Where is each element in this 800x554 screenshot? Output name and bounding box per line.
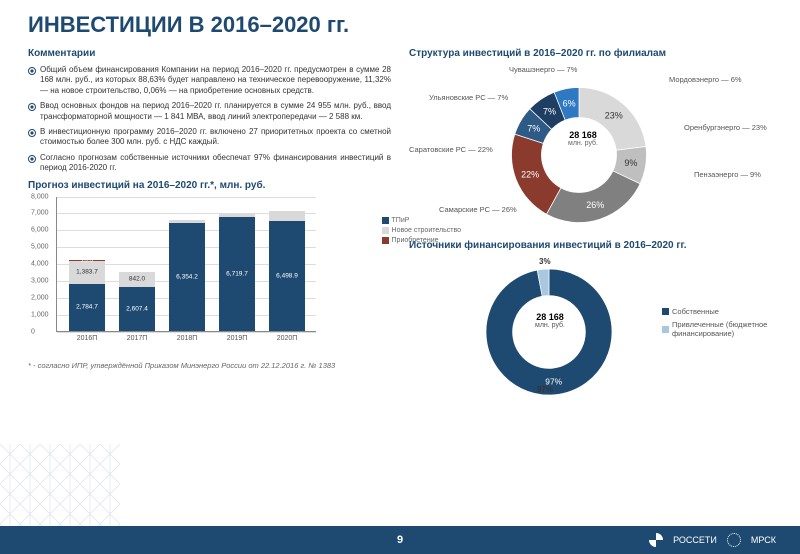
rosseti-icon [649, 533, 663, 547]
donut-label: Оренбургэнерго — 23% [684, 123, 767, 132]
donut-label: Самарские РС — 26% [439, 205, 517, 214]
donut2-label-bottom: 97% [537, 385, 553, 394]
donut-label: Ульяновские РС — 7% [429, 93, 508, 102]
mrsk-label: МРСК [751, 535, 776, 545]
forecast-bar-chart: 01,0002,0003,0004,0005,0006,0007,0008,00… [28, 197, 391, 357]
donut-label: Чувашэнерго — 7% [509, 65, 577, 74]
comment-item: В инвестиционную программу 2016–2020 гг.… [28, 127, 391, 148]
svg-text:7%: 7% [543, 107, 556, 117]
comment-item: Согласно прогнозам собственные источники… [28, 153, 391, 174]
footnote: * - согласно ИПР, утверждённой Приказом … [28, 361, 391, 370]
svg-text:26%: 26% [586, 200, 604, 210]
comment-item: Общий объем финансирования Компании на п… [28, 65, 391, 96]
structure-heading: Структура инвестиций в 2016–2020 гг. по … [409, 48, 772, 59]
footer-logos: РОССЕТИ МРСК [649, 533, 776, 547]
donut2-label-top: 3% [539, 257, 551, 266]
mrsk-icon [727, 533, 741, 547]
comments-list: Общий объем финансирования Компании на п… [28, 65, 391, 174]
svg-text:22%: 22% [521, 169, 539, 179]
donut2-center: 28 168 млн. руб. [515, 312, 585, 329]
page-title: ИНВЕСТИЦИИ В 2016–2020 гг. [28, 12, 772, 38]
svg-text:9%: 9% [624, 158, 637, 168]
donut-label: Саратовские РС — 22% [409, 145, 493, 154]
page-number: 9 [397, 534, 403, 546]
sources-legend: СобственныеПривлеченные (бюджетное финан… [662, 307, 772, 342]
sources-donut: 97% 28 168 млн. руб. 3% 97% СобственныеП… [409, 257, 772, 417]
footer-bar: 9 РОССЕТИ МРСК [0, 526, 800, 554]
donut1-center: 28 168 млн. руб. [548, 130, 618, 147]
comments-heading: Комментарии [28, 48, 391, 59]
donut-label: Мордовэнерго — 6% [669, 75, 742, 84]
svg-text:23%: 23% [605, 111, 623, 121]
svg-text:6%: 6% [563, 98, 576, 108]
svg-text:7%: 7% [527, 123, 540, 133]
structure-donut: 23% 9% 26% 22% 7%7% 6% 28 168 млн. руб. Чуваш… [409, 65, 772, 240]
sources-heading: Источники финансирования инвестиций в 20… [409, 240, 772, 251]
comment-item: Ввод основных фондов на период 2016–2020… [28, 101, 391, 122]
rosseti-label: РОССЕТИ [673, 535, 717, 545]
donut-label: Пензаэнерго — 9% [694, 170, 761, 179]
forecast-heading: Прогноз инвестиций на 2016–2020 гг.*, мл… [28, 180, 391, 191]
